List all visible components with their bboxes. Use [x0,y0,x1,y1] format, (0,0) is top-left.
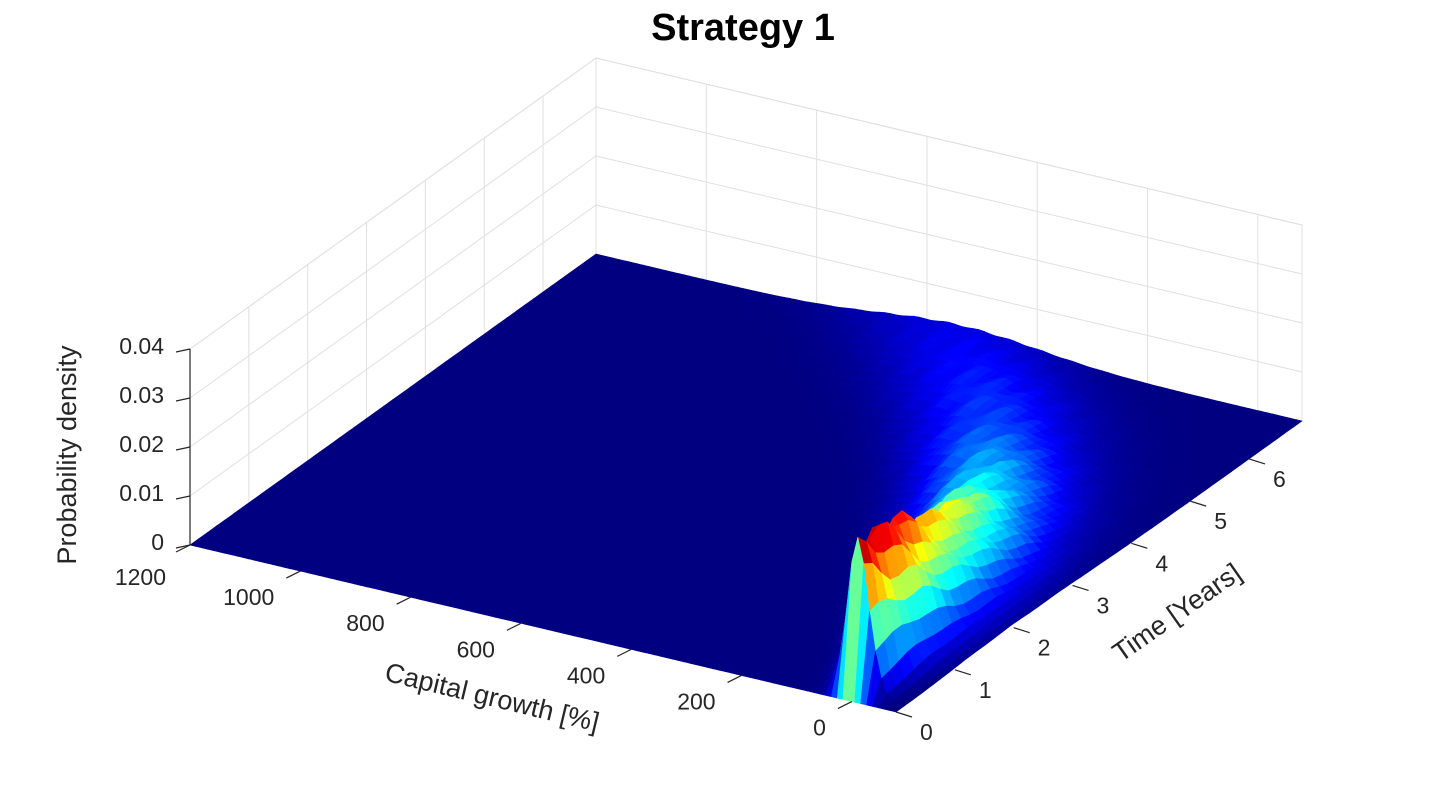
grid-line [595,155,1303,324]
grid-line [595,106,1303,275]
surface-layer [189,253,1303,713]
grid-line [189,204,597,497]
grid-line [189,155,597,448]
wall-top-edge [189,57,1303,350]
grid-line [595,204,1303,373]
grid-line [189,106,597,399]
